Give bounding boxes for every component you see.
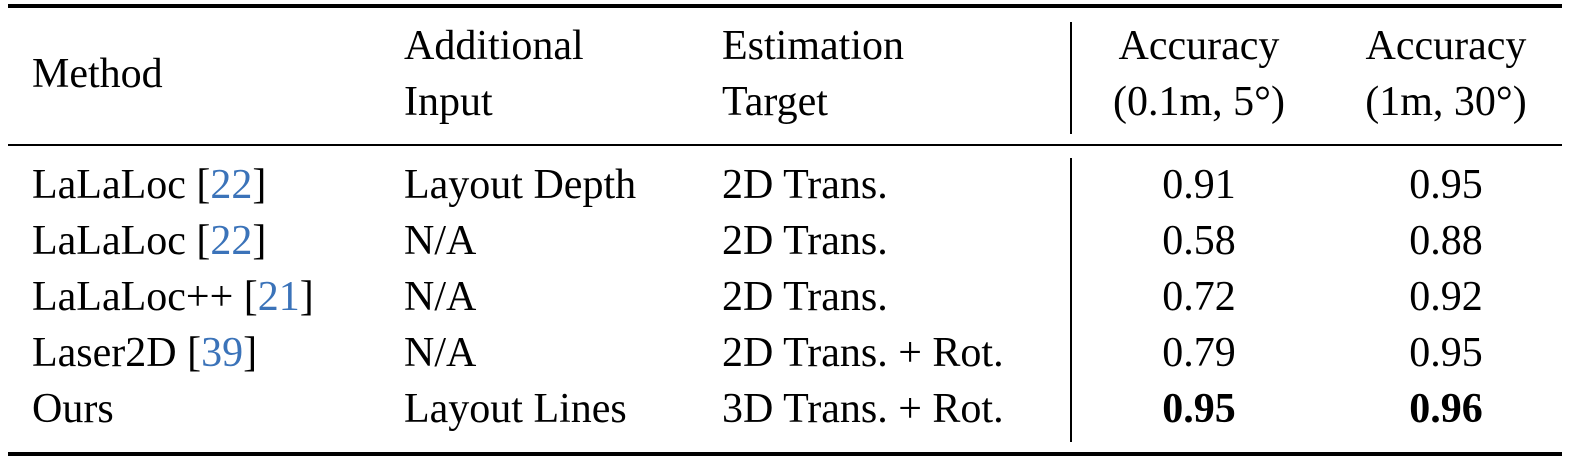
method-name: LaLaLoc [32,218,197,264]
header-acc-fine-line1: Accuracy [1118,23,1280,69]
cell-estimation-target: 2D Trans. [722,218,888,264]
cell-accuracy-fine: 0.72 [1162,274,1236,320]
header-acc-fine-line2: (0.1m, 5°) [1113,79,1285,125]
cell-accuracy-coarse: 0.92 [1409,274,1483,320]
citation-link[interactable]: [22] [196,218,267,264]
cell-accuracy-fine: 0.95 [1162,386,1236,432]
cell-estimation-target: 2D Trans. + Rot. [722,330,1004,376]
header-method: Method [32,51,163,97]
cell-accuracy-fine: 0.79 [1162,330,1236,376]
method-name: Laser2D [32,330,188,376]
citation-link[interactable]: [21] [243,274,314,320]
table-top-rule [8,4,1562,8]
cell-additional-input: N/A [404,330,477,376]
header-acc-coarse-line2: (1m, 30°) [1365,79,1527,125]
cell-method: LaLaLoc [22] [32,213,266,269]
cell-estimation-target: 3D Trans. + Rot. [722,386,1004,432]
cell-accuracy-coarse: 0.95 [1409,330,1483,376]
citation-link[interactable]: [39] [187,330,258,376]
cell-method: Laser2D [39] [32,325,257,381]
method-name: LaLaLoc [32,162,197,208]
table-header-rule [8,144,1562,146]
method-name: LaLaLoc++ [32,274,244,320]
cell-accuracy-coarse: 0.96 [1409,386,1483,432]
header-acc-coarse-line1: Accuracy [1365,23,1527,69]
cell-additional-input: Layout Depth [404,162,637,208]
cell-method: LaLaLoc [22] [32,157,266,213]
cell-accuracy-fine: 0.91 [1162,162,1236,208]
column-separator-header [1070,22,1072,134]
header-target-line1: Estimation [722,23,904,69]
header-target-line2: Target [722,79,828,125]
method-name: Ours [32,386,114,432]
cell-accuracy-coarse: 0.95 [1409,162,1483,208]
cell-additional-input: Layout Lines [404,386,627,432]
cell-accuracy-coarse: 0.88 [1409,218,1483,264]
citation-link[interactable]: [22] [196,162,267,208]
column-separator-body [1070,158,1072,442]
table-bottom-rule [8,452,1562,456]
cell-additional-input: N/A [404,274,477,320]
cell-estimation-target: 2D Trans. [722,274,888,320]
cell-estimation-target: 2D Trans. [722,162,888,208]
cell-additional-input: N/A [404,218,477,264]
cell-method: Ours [32,381,114,437]
header-additional-line1: Additional [404,23,584,69]
cell-accuracy-fine: 0.58 [1162,218,1236,264]
cell-method: LaLaLoc++ [21] [32,269,314,325]
header-additional-line2: Input [404,79,493,125]
